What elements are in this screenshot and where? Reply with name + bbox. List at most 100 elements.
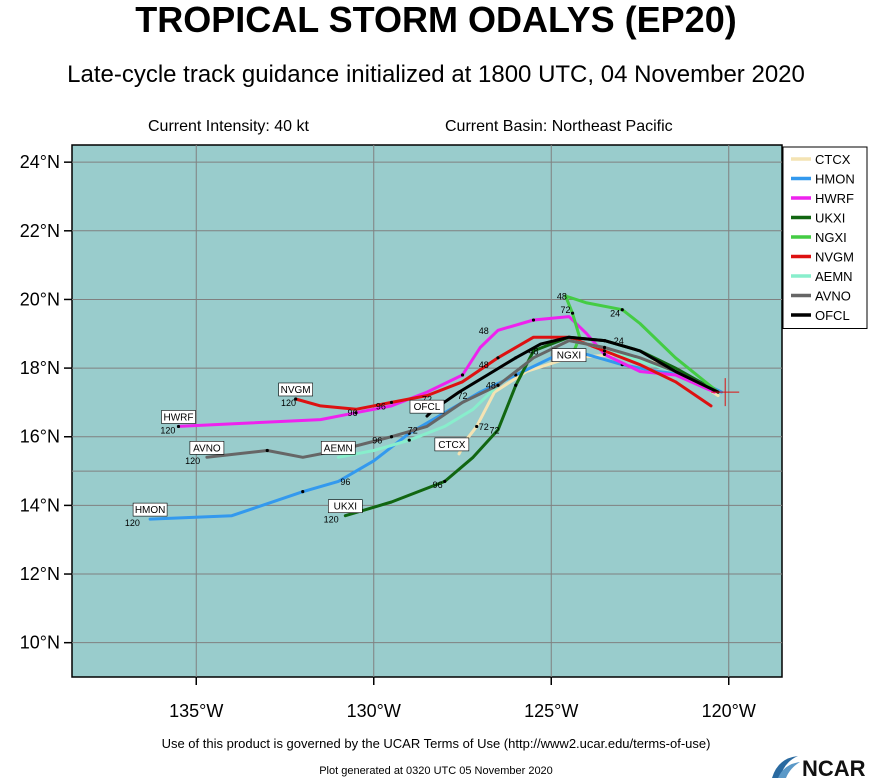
track-point [602,349,607,353]
hour-label: 48 [528,346,538,356]
end-label-box [161,410,196,424]
lon-tick-label: 120°W [702,701,756,721]
lat-tick-label: 18°N [20,358,60,378]
lat-tick-label: 12°N [20,564,60,584]
hour-label: 72 [422,394,432,404]
track-point [514,356,518,360]
terms-of-use: Use of this product is governed by the U… [161,736,711,751]
ncar-logo: NCAR [772,756,866,780]
hour-label: 72 [457,391,467,401]
end-label-box [409,399,445,414]
hour-label: 48 [479,360,489,370]
track-point [514,383,518,387]
end-label-box [320,441,356,455]
end-label-ukxi: UKXI [334,502,357,513]
legend-label-ctcx: CTCX [815,152,851,167]
lat-tick-label: 24°N [20,152,60,172]
track-point [570,311,575,315]
hour-label: 72 [479,422,489,432]
lat-tick-label: 20°N [20,289,60,309]
lat-tick-label: 10°N [20,633,60,653]
hour-label: 96 [376,401,386,411]
end-label-box [132,502,168,517]
track-point [620,308,624,312]
legend-label-ukxi: UKXI [815,211,845,226]
track-hwrf [177,315,716,428]
track-point [389,400,394,405]
track-labels: CTCX 72 HMON 96 120 HWRF 48 72 96 120 UKXI 72 96 120 N… [125,291,624,528]
hour-label: 120 [324,515,339,525]
track-ofcl [425,335,720,418]
hour-label: 120 [160,425,175,435]
track-point [443,479,447,483]
hour-label: 120 [281,398,296,408]
track-point [294,397,298,401]
hour-label: 48 [557,291,567,301]
track-point [602,339,607,343]
legend-label-ofcl: OFCL [815,308,850,323]
track-point [407,438,411,442]
hour-label: 24 [610,309,620,319]
end-label-ngxi: NGXI [557,351,581,362]
track-ngxi [564,294,720,394]
legend-label-avno: AVNO [815,289,851,304]
hour-label: 120 [125,518,140,528]
track-point [389,435,394,439]
track-point [265,448,269,453]
track-point [354,411,358,415]
end-label-box [189,441,225,455]
legend-label-nvgm: NVGM [815,250,854,265]
end-label-box [278,382,313,397]
hour-label: 48 [486,381,496,391]
ncar-logo-text: NCAR [802,756,866,780]
grid-lines [72,145,782,677]
track-point [496,383,500,387]
chart-subtitle: Late-cycle track guidance initialized at… [67,61,805,88]
lon-tick-label: 135°W [169,701,223,721]
legend-label-hwrf: HWRF [815,191,854,206]
end-label-box [434,437,470,452]
end-label-hwrf: HWRF [164,412,194,423]
track-point [460,373,465,377]
hour-label: 24 [614,336,624,346]
track-point [475,424,479,429]
end-label-box [551,348,587,362]
end-label-ctcx: CTCX [438,440,466,451]
hour-label: 96 [433,480,443,490]
end-label-hmon: HMON [135,505,166,516]
lat-tick-label: 22°N [20,221,60,241]
end-label-box [328,499,363,513]
hour-label: 96 [340,477,350,487]
lon-tick-label: 125°W [524,701,578,721]
lat-tick-label: 14°N [20,495,60,515]
end-label-nvgm: NVGM [281,385,311,396]
model-tracks [148,294,740,521]
hour-label: 96 [372,436,382,446]
legend-label-aemn: AEMN [815,269,853,284]
hour-label: 72 [489,425,499,435]
hour-label: 48 [479,326,489,336]
legend: CTCX HMON HWRF UKXI NGXI NVGM AEMN AVNO OFCL [782,146,868,329]
track-point [531,318,536,322]
current-basin: Current Basin: Northeast Pacific [445,118,673,135]
end-label-avno: AVNO [193,443,221,454]
lat-tick-label: 16°N [20,427,60,447]
lon-tick-label: 130°W [347,701,401,721]
plot-generated: Plot generated at 0320 UTC 05 November 2… [319,765,553,777]
chart-title: TROPICAL STORM ODALYS (EP20) [135,0,737,40]
axis-ticks: 135°W 130°W 125°W 120°W 10°N 12°N 14°N 16°N 18°N… [20,152,756,721]
hour-label: 72 [408,425,418,435]
legend-label-hmon: HMON [815,172,855,187]
end-label-aemn: AEMN [324,443,353,454]
track-point [496,356,500,360]
hour-label: 120 [185,456,200,466]
end-label-ofcl: OFCL [414,402,441,413]
legend-label-ngxi: NGXI [815,230,847,245]
track-avno [205,339,720,459]
track-point [176,424,181,429]
track-point [602,352,607,356]
hour-label: 72 [560,305,570,315]
track-point [602,345,607,350]
track-point [301,490,305,494]
